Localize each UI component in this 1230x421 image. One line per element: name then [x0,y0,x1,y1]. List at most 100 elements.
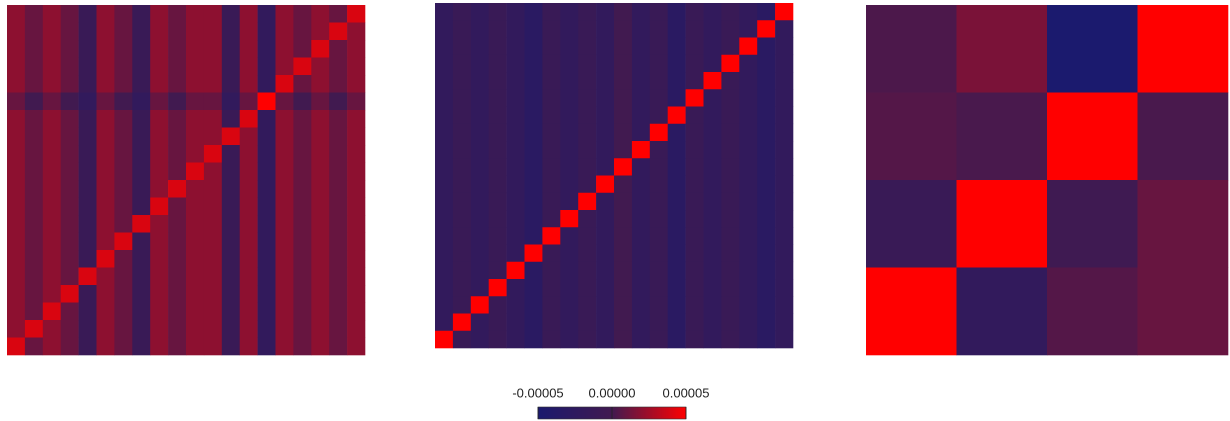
heatmap-cell [578,192,597,211]
heatmap-cell [631,175,651,194]
heatmap-cell [347,22,366,41]
heatmap-cell [866,267,957,356]
heatmap-cell [435,158,454,176]
heatmap-cell [470,261,489,280]
heatmap-cell [168,320,187,338]
heatmap-cell [703,296,722,314]
heatmap-cell [221,320,240,338]
heatmap-cell [96,232,115,251]
heatmap-cell [186,267,205,286]
heatmap-cell [596,158,615,176]
heatmap-cell [239,57,258,76]
heatmap-cell [347,215,366,233]
heatmap-cell [452,37,472,56]
heatmap-cell [631,89,651,107]
heatmap-cell [150,267,169,286]
heatmap-cell [186,145,205,163]
heatmap-cell [578,106,597,125]
heatmap-cell [452,227,472,245]
heatmap-cell [203,40,223,58]
heatmap-cell [347,162,366,181]
heatmap-cell [721,227,740,245]
heatmap-cell [524,313,543,332]
heatmap-cell [239,337,258,356]
heatmap-cell [596,141,615,159]
heatmap-cell [452,279,472,297]
heatmap-cell [757,313,776,332]
heatmap-cell [150,320,169,338]
heatmap-cell [114,215,133,233]
heatmap-cell [596,3,615,21]
heatmap-cell [275,215,294,233]
heatmap-cell [470,313,489,332]
heatmap-cell [311,215,330,233]
heatmap-cell [347,232,366,251]
heatmap-cell [24,215,44,233]
heatmap-cell [649,330,668,349]
heatmap-cell [275,232,294,251]
heatmap-cell [60,5,79,23]
heatmap-cell [614,89,633,107]
heatmap-cell [186,162,205,181]
heatmap-cell [239,40,258,58]
heatmap-cell [435,227,454,245]
heatmap-cell [329,110,348,128]
heatmap-cell [614,261,633,280]
heatmap-cell [614,37,633,56]
heatmap-cell [293,232,312,251]
heatmap-cell [24,320,44,338]
heatmap-cell [168,57,187,76]
heatmap-cell [60,320,79,338]
heatmap-cell [132,5,151,23]
heatmap-cell [757,175,776,194]
heatmap-cell [578,279,597,297]
heatmap-cell [721,296,740,314]
heatmap-cell [203,320,223,338]
heatmap-cell [168,127,187,146]
heatmap-cell [667,210,686,228]
heatmap-cell [739,330,758,349]
heatmap-cell [721,141,740,159]
heatmap-cell [168,75,187,93]
heatmap-cell [721,330,740,349]
heatmap-cell [239,145,258,163]
heatmap-cell [452,244,472,263]
heatmap-cell [649,296,668,314]
heatmap-cell [542,37,561,56]
heatmap-cell [435,210,454,228]
heatmap-cell [703,261,722,280]
heatmap-cell [311,92,330,111]
heatmap-cell [721,175,740,194]
heatmap-cell [221,302,240,321]
heatmap-cell [596,244,615,263]
heatmap-cell [203,57,223,76]
heatmap-cell [7,92,26,111]
heatmap-cell [347,57,366,76]
heatmap-cell [78,145,97,163]
heatmap-cell [347,5,366,23]
heatmap-cell [775,158,794,176]
heatmap-cell [578,158,597,176]
heatmap-cell [631,106,651,125]
heatmap-cell [435,106,454,125]
heatmap-cell [506,141,525,159]
heatmap-cell [78,197,97,216]
heatmap-cell [293,215,312,233]
heatmap-cell [1137,5,1229,93]
heatmap-cell [649,89,668,107]
heatmap-cell [186,92,205,111]
heatmap-cell [578,123,597,142]
heatmap-cell [7,250,26,268]
heatmap-cell [221,215,240,233]
heatmap-cell [24,180,44,198]
heatmap-cell [24,232,44,251]
heatmap-cell [78,22,97,41]
heatmap-cell [186,22,205,41]
heatmap-cell [685,313,704,332]
heatmap-cell [775,123,794,142]
heatmap-cell [488,3,507,21]
heatmap-cell [114,22,133,41]
heatmap-cell [488,244,507,263]
heatmap-cell [275,110,294,128]
heatmap-cell [452,296,472,314]
